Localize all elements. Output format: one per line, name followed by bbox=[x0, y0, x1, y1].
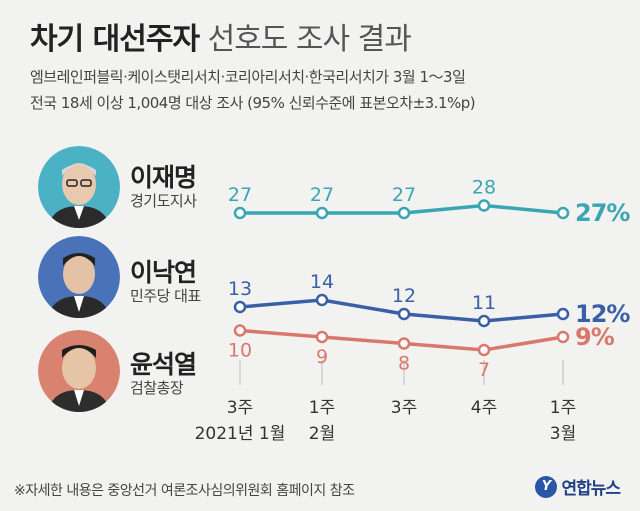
title-light: 선호도 조사 결과 bbox=[207, 22, 412, 57]
data-label: 28 bbox=[472, 177, 496, 199]
candidate-photo-icon bbox=[38, 236, 120, 318]
last-value-label: 9% bbox=[575, 323, 615, 351]
subtitle-line-1: 엠브레인퍼블릭·케이스탯리서치·코리아리서치·한국리서치가 3월 1～3일 bbox=[30, 68, 466, 86]
data-label: 8 bbox=[398, 353, 410, 375]
chart-title: 차기 대선주자 선호도 조사 결과 bbox=[30, 14, 412, 58]
data-label: 27 bbox=[228, 184, 252, 206]
data-label: 11 bbox=[472, 292, 496, 314]
data-point bbox=[477, 199, 491, 212]
data-point bbox=[233, 324, 247, 337]
candidate-name: 윤석열 bbox=[130, 350, 197, 379]
data-point bbox=[233, 206, 247, 220]
data-point bbox=[556, 206, 570, 220]
subtitle-line-2: 전국 18세 이상 1,004명 대상 조사 (95% 신뢰수준에 표본오차±3… bbox=[30, 94, 476, 112]
data-point bbox=[315, 330, 329, 344]
x-tick-label: 4주 bbox=[471, 398, 497, 418]
data-point bbox=[397, 206, 411, 220]
candidate-role: 민주당 대표 bbox=[130, 287, 201, 305]
x-tick-label: 2월 bbox=[309, 424, 335, 444]
data-label: 13 bbox=[228, 278, 252, 300]
brand-name: 연합뉴스 bbox=[561, 479, 621, 499]
data-point bbox=[477, 314, 491, 328]
data-label: 27 bbox=[310, 184, 334, 206]
x-tick-label: 2021년 1월 bbox=[195, 424, 286, 444]
data-label: 12 bbox=[392, 285, 416, 307]
data-point bbox=[397, 337, 411, 350]
last-value-label: 27% bbox=[575, 199, 630, 227]
line-chart: 27 27 27 28 27% 13 14 12 11 12% 10 9 8 7 9% 3주 2021년 1월 1… bbox=[195, 177, 632, 445]
brand-logo: Y 연합뉴스 bbox=[535, 474, 621, 499]
candidate-photo-icon bbox=[38, 330, 120, 412]
data-label: 10 bbox=[228, 340, 252, 362]
data-label: 27 bbox=[392, 184, 416, 206]
x-tick-label: 3주 bbox=[227, 398, 253, 418]
data-point bbox=[315, 293, 329, 307]
brand-icon: Y bbox=[535, 475, 558, 498]
footer-note: ※자세한 내용은 중앙선거 여론조사심의위원회 홈페이지 참조 bbox=[14, 483, 355, 499]
x-tick-label: 3월 bbox=[550, 424, 576, 444]
data-point bbox=[397, 307, 411, 321]
data-point bbox=[556, 330, 570, 344]
x-tick-label: 1주 bbox=[309, 398, 335, 418]
candidate-photo-icon bbox=[38, 146, 120, 228]
data-label: 9 bbox=[316, 346, 328, 368]
data-label: 14 bbox=[310, 271, 334, 293]
data-point bbox=[477, 343, 491, 357]
data-label: 7 bbox=[478, 359, 490, 381]
candidate-role: 경기도지사 bbox=[130, 192, 197, 210]
last-value-label: 12% bbox=[575, 300, 630, 328]
candidate-name: 이재명 bbox=[130, 163, 197, 192]
data-point bbox=[233, 300, 247, 314]
data-point bbox=[556, 307, 570, 321]
x-tick-label: 3주 bbox=[391, 398, 417, 418]
data-point bbox=[315, 206, 329, 220]
x-tick-label: 1주 bbox=[550, 398, 576, 418]
candidate-name: 이낙연 bbox=[130, 258, 197, 287]
title-bold: 차기 대선주자 bbox=[30, 22, 200, 57]
candidate-role: 검찰총장 bbox=[130, 379, 184, 397]
